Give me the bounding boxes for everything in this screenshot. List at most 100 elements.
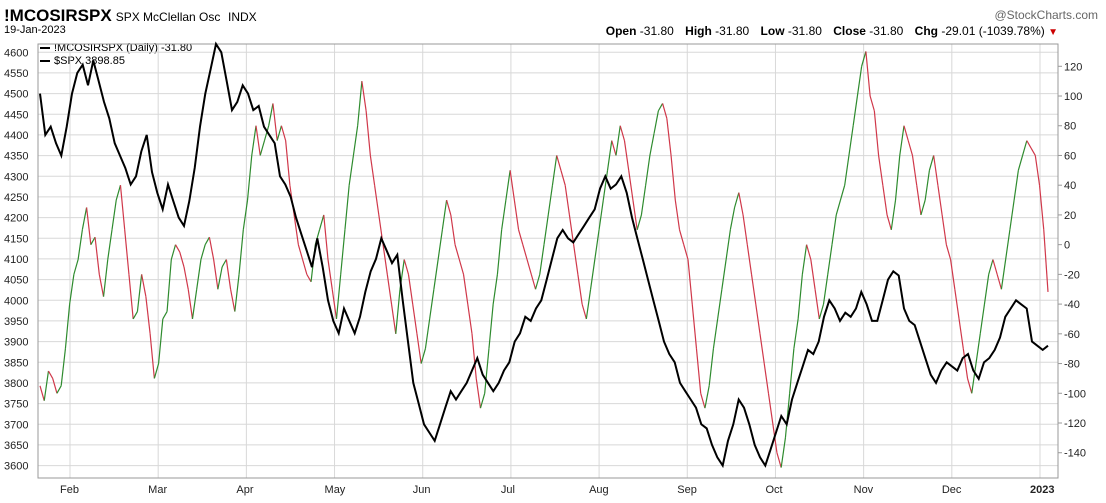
oscillator-segment bbox=[136, 274, 143, 312]
oscillator-segment bbox=[60, 348, 67, 386]
oscillator-segment bbox=[602, 170, 609, 201]
oscillator-segment bbox=[1034, 155, 1041, 186]
right-tick-label: -140 bbox=[1064, 448, 1086, 460]
oscillator-segment bbox=[153, 363, 160, 379]
oscillator-segment bbox=[251, 125, 257, 156]
oscillator-segment bbox=[691, 304, 698, 349]
oscillator-segment bbox=[861, 51, 867, 67]
oscillator-segment bbox=[263, 125, 270, 141]
oscillator-segment bbox=[522, 244, 528, 260]
oscillator-segment bbox=[204, 236, 210, 245]
oscillator-segment bbox=[505, 170, 511, 201]
oscillator-segment bbox=[619, 125, 626, 141]
oscillator-segment bbox=[52, 378, 58, 394]
oscillator-segment bbox=[386, 274, 393, 305]
oscillator-segment bbox=[865, 51, 871, 97]
x-tick-label: Feb bbox=[60, 484, 79, 496]
oscillator-segment bbox=[272, 103, 278, 141]
oscillator-segment bbox=[225, 259, 232, 290]
oscillator-segment bbox=[454, 244, 460, 260]
oscillator-segment bbox=[704, 385, 710, 409]
oscillator-segment bbox=[632, 199, 638, 230]
oscillator-segment bbox=[742, 214, 748, 245]
down-arrow-icon: ▼ bbox=[1048, 27, 1058, 38]
oscillator-segment bbox=[670, 155, 676, 201]
open-value: -31.80 bbox=[639, 24, 674, 38]
oscillator-segment bbox=[39, 385, 45, 401]
oscillator-segment bbox=[149, 333, 155, 379]
oscillator-segment bbox=[589, 259, 596, 290]
oscillator-segment bbox=[424, 318, 431, 349]
oscillator-segment bbox=[971, 363, 977, 394]
oscillator-segment bbox=[390, 304, 397, 334]
brand-label[interactable]: @StockCharts.com bbox=[994, 8, 1098, 22]
left-tick-label: 3850 bbox=[4, 357, 28, 369]
oscillator-segment bbox=[962, 348, 969, 379]
oscillator-segment bbox=[700, 393, 706, 409]
oscillator-segment bbox=[323, 214, 329, 260]
oscillator-segment bbox=[1043, 229, 1049, 292]
oscillator-segment bbox=[450, 214, 456, 245]
oscillator-segment bbox=[484, 348, 490, 394]
left-tick-label: 4000 bbox=[4, 295, 28, 307]
oscillator-series bbox=[39, 51, 1049, 468]
oscillator-segment bbox=[645, 155, 651, 186]
oscillator-segment bbox=[268, 103, 274, 126]
oscillator-segment bbox=[361, 81, 367, 111]
oscillator-segment bbox=[255, 125, 261, 156]
oscillator-segment bbox=[259, 140, 266, 156]
chg-label: Chg bbox=[914, 24, 938, 38]
oscillator-segment bbox=[111, 199, 117, 230]
oscillator-segment bbox=[547, 185, 554, 216]
oscillator-segment bbox=[467, 304, 473, 334]
oscillator-segment bbox=[73, 259, 79, 275]
oscillator-segment bbox=[695, 348, 702, 394]
oscillator-segment bbox=[928, 155, 935, 171]
oscillator-segment bbox=[132, 311, 138, 320]
oscillator-segment bbox=[848, 125, 854, 156]
oscillator-segment bbox=[518, 229, 524, 245]
oscillator-segment bbox=[899, 125, 905, 156]
left-tick-label: 4450 bbox=[4, 109, 28, 121]
oscillator-segment bbox=[543, 214, 549, 245]
oscillator-segment bbox=[141, 274, 147, 297]
oscillator-segment bbox=[966, 378, 973, 394]
oscillator-segment bbox=[1017, 155, 1024, 171]
oscillator-segment bbox=[1026, 140, 1032, 149]
oscillator-segment bbox=[818, 303, 825, 320]
oscillator-segment bbox=[1022, 140, 1028, 156]
oscillator-segment bbox=[183, 266, 189, 290]
oscillator-segment bbox=[780, 437, 787, 468]
right-tick-label: -60 bbox=[1064, 329, 1080, 341]
oscillator-segment bbox=[734, 192, 740, 208]
oscillator-segment bbox=[789, 348, 795, 394]
oscillator-segment bbox=[107, 229, 113, 260]
oscillator-segment bbox=[784, 393, 791, 438]
oscillator-segment bbox=[674, 199, 681, 230]
right-tick-label: 120 bbox=[1064, 61, 1082, 73]
oscillator-segment bbox=[513, 199, 520, 230]
oscillator-segment bbox=[894, 155, 901, 201]
oscillator-segment bbox=[924, 170, 931, 201]
oscillator-segment bbox=[479, 393, 486, 409]
oscillator-segment bbox=[801, 244, 808, 275]
oscillator-segment bbox=[64, 304, 71, 349]
oscillator-segment bbox=[407, 274, 414, 305]
x-tick-label: May bbox=[325, 484, 346, 496]
oscillator-segment bbox=[501, 199, 507, 230]
oscillator-segment bbox=[564, 185, 571, 216]
oscillator-segment bbox=[179, 251, 185, 268]
high-label: High bbox=[685, 24, 712, 38]
legend-label: $SPX 3898.85 bbox=[54, 55, 125, 67]
oscillator-segment bbox=[327, 259, 333, 290]
oscillator-segment bbox=[246, 155, 253, 201]
oscillator-segment bbox=[526, 259, 532, 275]
oscillator-segment bbox=[43, 370, 50, 401]
x-tick-label: Apr bbox=[236, 484, 253, 496]
oscillator-segment bbox=[318, 214, 325, 230]
x-tick-label: Aug bbox=[589, 484, 609, 496]
legend-item-oscillator: !MCOSIRSPX (Daily) -31.80 bbox=[40, 42, 192, 55]
oscillator-segment bbox=[577, 274, 583, 305]
oscillator-segment bbox=[996, 274, 1002, 290]
